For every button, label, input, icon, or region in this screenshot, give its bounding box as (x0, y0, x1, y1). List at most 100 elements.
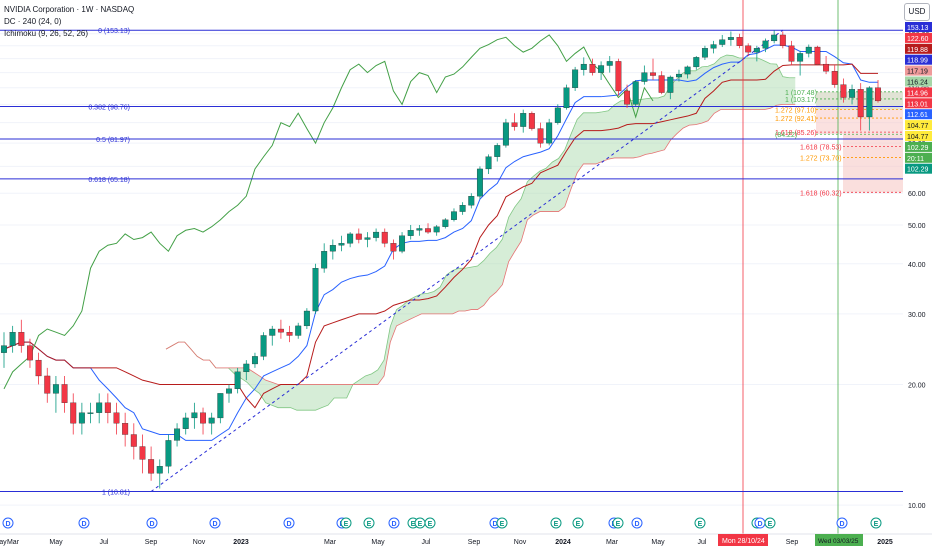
candle-body (355, 233, 362, 240)
candle-body (676, 73, 682, 78)
fib-level-label: 0 (153.13) (98, 28, 130, 35)
event-marker-label: D (391, 521, 396, 528)
time-tick-label: Sep (468, 539, 481, 546)
date-flag-red (718, 534, 768, 546)
time-tick-label: Sep (786, 539, 799, 546)
fib-zone-lower (843, 134, 903, 193)
candle-body (122, 423, 129, 435)
candle-body (710, 44, 717, 49)
event-marker (209, 517, 221, 529)
event-marker-label: E (500, 521, 505, 528)
time-tick-label: Jul (100, 539, 109, 546)
time-tick-label: May (651, 539, 665, 546)
event-marker (2, 517, 14, 529)
price-tag (905, 32, 932, 43)
candle-body (788, 45, 795, 62)
event-marker-label: D (81, 521, 86, 528)
event-marker-label: E (418, 521, 423, 528)
candle-body (736, 37, 743, 46)
candle-body (208, 417, 215, 424)
price-tag (905, 109, 932, 120)
event-marker (363, 517, 375, 529)
event-marker-label: E (576, 521, 581, 528)
candle-body (1, 345, 7, 353)
price-tag-label: 104.77 (907, 134, 929, 141)
date-flag-label: Wed 03/03/25 (818, 538, 859, 545)
price-tag (905, 54, 932, 65)
candle-body (468, 196, 475, 206)
time-tick-label: Nov (193, 539, 206, 546)
fib-ext-label: 1.272 (97.10) (775, 107, 817, 114)
fib-level-label: 1 (10.81) (102, 490, 130, 497)
candle-body (589, 63, 596, 73)
time-tick-label: Nov (514, 539, 527, 546)
fib-ext-label: 1.618 (85.26) (775, 130, 817, 137)
candle-body (139, 446, 146, 460)
fib-level-label: 0.5 (81.97) (96, 137, 130, 144)
price-tag-label: 112.61 (907, 112, 928, 119)
fib-ext-label: 1 (107.48) (785, 90, 817, 97)
candle-body (615, 61, 622, 92)
candle-body (191, 412, 198, 419)
event-marker-label: D (757, 521, 762, 528)
time-tick-label: May (371, 539, 385, 546)
candle-body (425, 228, 431, 233)
candle-body (269, 328, 276, 336)
fib-ext-label: 1 (103.17) (785, 97, 817, 104)
price-tick-label: 40.00 (908, 262, 926, 269)
candle-body (771, 34, 778, 42)
price-tag-label: 116.24 (907, 80, 928, 87)
time-tick-label: 2025 (877, 539, 893, 546)
fib-ext-label: 1.618 (78.53) (800, 144, 842, 151)
candle-body (373, 231, 380, 238)
event-marker (550, 517, 562, 529)
currency-button[interactable]: USD (904, 3, 930, 21)
event-marker-label: E (367, 521, 372, 528)
candle-body (719, 39, 726, 45)
candle-body (485, 156, 492, 170)
candle-body (528, 113, 535, 129)
candle-body (312, 268, 319, 312)
event-marker-label: D (286, 521, 291, 528)
price-tag-label: 118.99 (907, 58, 928, 65)
candle-body (35, 359, 42, 377)
candle-body (243, 363, 250, 373)
candle-body (606, 61, 613, 66)
candle-body (476, 168, 483, 197)
price-tick-label: 20.00 (908, 382, 926, 389)
candle-body (407, 230, 414, 236)
candle-body (641, 72, 648, 82)
candle-body (277, 328, 284, 333)
candle-body (805, 46, 812, 54)
candle-body (624, 90, 631, 105)
candle-body (200, 412, 206, 424)
chart-legend: NVIDIA Corporation · 1W · NASDAQ DC · 24… (4, 4, 134, 40)
time-axis: Mar May Jul Sep Nov 2023 Mar May Jul Sep Nov 2024 Ma… (0, 533, 932, 546)
time-tick-label: Sep (145, 539, 158, 546)
candle-body (18, 332, 25, 346)
candle-body (546, 122, 553, 144)
indicator-lines (3, 0, 878, 540)
candle-body (52, 384, 59, 394)
event-marker-label: E (698, 521, 703, 528)
price-tag (905, 152, 932, 163)
event-marker (612, 517, 624, 529)
candle-body (762, 40, 769, 49)
candle-body (658, 75, 665, 93)
event-marker-label: E (428, 521, 433, 528)
event-marker (572, 517, 584, 529)
event-marker-label: E (768, 521, 773, 528)
candle-body (580, 63, 587, 70)
candle-body (693, 57, 700, 68)
price-tag (905, 120, 932, 131)
event-marker-label: E (554, 521, 559, 528)
candle-body (849, 89, 856, 98)
event-marker (496, 517, 508, 529)
time-tick-label: Mar (324, 539, 337, 546)
candle-body (511, 122, 518, 127)
candle-body (226, 388, 232, 394)
event-marker (388, 517, 400, 529)
price-axis: 10.0020.0030.0040.0050.0060.0070.0080.00… (903, 0, 932, 550)
fib-retracement-levels: 0 (153.13) 0.382 (98.76) 0.5 (81.97) 0.618 … (0, 28, 903, 497)
